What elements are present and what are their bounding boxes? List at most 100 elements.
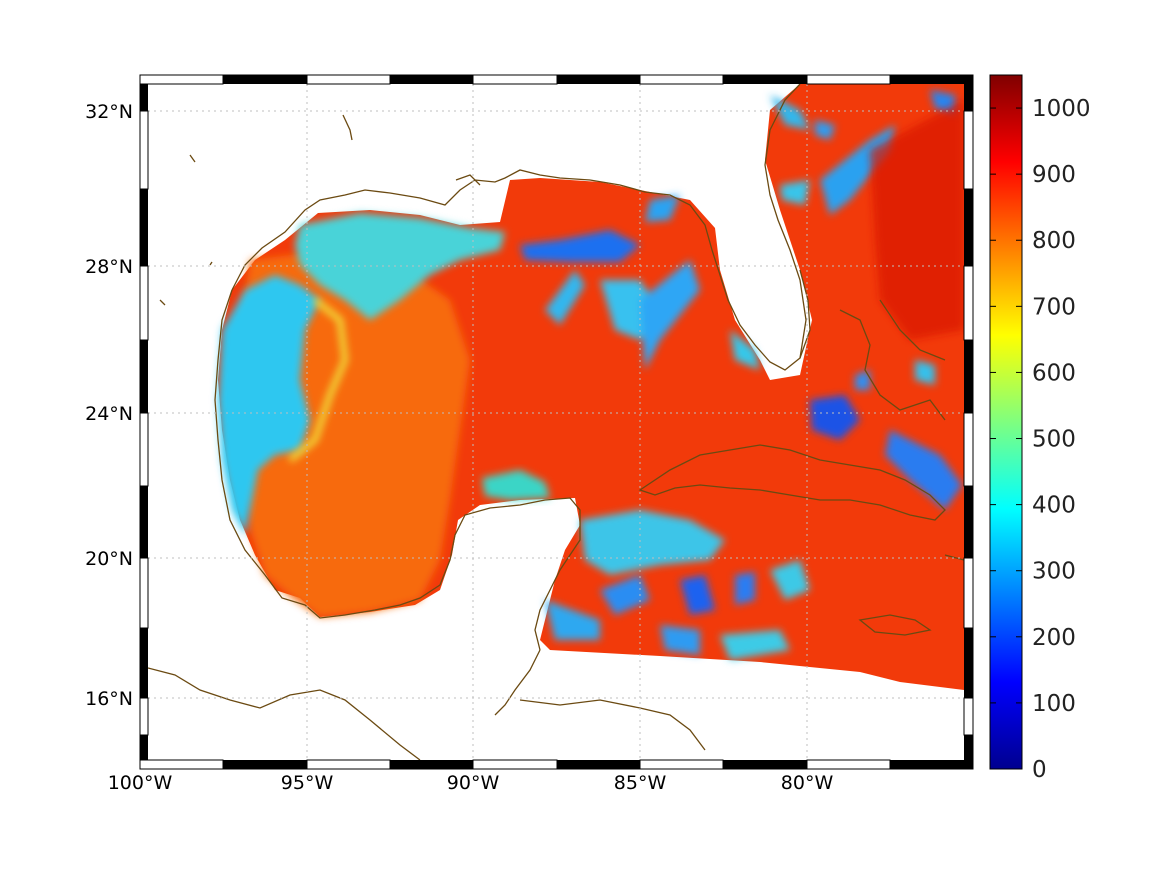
colorbar-tick-label: 400 (1032, 493, 1076, 519)
coastline-florida-east (799, 269, 811, 359)
frame-top-segment (557, 75, 640, 84)
frame-left-segment (139, 697, 149, 736)
colorbar-tick-label: 600 (1032, 360, 1076, 386)
frame-bottom-segment (806, 759, 891, 770)
frame-right-segment (964, 486, 973, 558)
eddy (885, 430, 962, 510)
colorbar-tick-label: 200 (1032, 625, 1076, 651)
atlantic-dark-red (870, 100, 964, 340)
frame-left-segment (140, 486, 148, 558)
frame-right-segment (963, 557, 974, 629)
colorbar-tick-label: 900 (1032, 162, 1076, 188)
eddy (735, 572, 755, 605)
frame-bottom-segment (890, 760, 973, 769)
ocean-data-field (218, 84, 964, 690)
lon-label-95w: 95°W (281, 772, 334, 794)
colorbar-tick-label: 300 (1032, 559, 1076, 585)
eddy (580, 510, 725, 575)
colorbar-tick-label: 500 (1032, 427, 1076, 453)
eddy (915, 360, 935, 385)
eddy (815, 120, 835, 140)
eddy (545, 270, 585, 325)
eddy (780, 180, 810, 205)
coastline-cuba (638, 444, 946, 521)
lat-label-24n: 24°N (85, 403, 133, 425)
eddy (770, 95, 810, 130)
gridlines (148, 84, 964, 760)
frame-top-segment (723, 75, 807, 84)
colorbar-tick-label: 0 (1032, 757, 1047, 783)
frame-left-segment (140, 340, 148, 413)
frame-top-segment (139, 74, 224, 85)
eddy (640, 260, 700, 370)
coastline-texas-islands (159, 114, 481, 306)
frame-right-segment (964, 628, 973, 698)
frame-outline (139, 74, 974, 770)
eddy (600, 575, 650, 615)
lat-label-28n: 28°N (85, 256, 133, 278)
lat-label-32n: 32°N (85, 101, 133, 123)
colorbar-tick-label: 1000 (1032, 96, 1091, 122)
frame-top-segment (472, 74, 558, 85)
frame-bottom-segment (639, 759, 724, 770)
frame-right-segment (963, 110, 974, 190)
lon-label-100w: 100°W (108, 772, 173, 794)
eddy (680, 575, 715, 615)
frame-right-segment (964, 84, 973, 111)
frame-left-segment (139, 110, 149, 190)
coastline-hispaniola (944, 554, 964, 561)
coastline-yucatan (494, 649, 541, 716)
frame-bottom-segment (139, 759, 224, 770)
frame-left-segment (139, 557, 149, 629)
frame-left-segment (140, 735, 148, 760)
longitude-labels: 100°W 95°W 90°W 85°W 80°W (108, 772, 834, 794)
coastline-central-america (148, 667, 421, 760)
lat-label-20n: 20°N (85, 548, 133, 570)
frame-top-segment (390, 75, 473, 84)
coastline-bahamas (839, 299, 946, 421)
frame-bottom-segment (306, 759, 391, 770)
eddy (645, 195, 680, 222)
lon-label-90w: 90°W (447, 772, 500, 794)
frame-bottom-segment (472, 759, 558, 770)
frame-bottom-segment (723, 760, 807, 769)
frame-right-segment (964, 340, 973, 413)
frame-left-segment (140, 84, 148, 111)
frame-bottom-segment (557, 760, 640, 769)
frame-bottom-segment (223, 760, 307, 769)
eddy (520, 230, 640, 262)
frame-top-segment (639, 74, 724, 85)
colorbar-tick-label: 800 (1032, 228, 1076, 254)
frame-right-segment (963, 412, 974, 487)
frame-left-segment (140, 189, 148, 266)
frame-top-segment (890, 75, 973, 84)
lat-label-16n: 16°N (85, 688, 133, 710)
lon-label-85w: 85°W (614, 772, 667, 794)
coastline-gulf-north (231, 84, 807, 371)
western-shelf-cyan (218, 275, 320, 535)
map-frame (139, 74, 974, 770)
shelf-yellow-edge (288, 297, 349, 463)
frame-left-segment (139, 265, 149, 341)
frame-right-segment (963, 265, 974, 341)
eddy (770, 560, 810, 600)
colorbar-ticks: 0 100 200 300 400 500 600 700 800 900 1000 (990, 96, 1091, 783)
frame-right-segment (964, 735, 973, 760)
frame-right-segment (964, 189, 973, 266)
frame-right-segment (963, 697, 974, 736)
lon-label-80w: 80°W (781, 772, 834, 794)
colorbar-tick-label: 100 (1032, 691, 1076, 717)
campeche-bank-cyan (482, 470, 550, 500)
eddy (545, 600, 600, 640)
colorbar-gradient (989, 74, 1023, 770)
colorbar: 0 100 200 300 400 500 600 700 800 900 1000 (989, 74, 1091, 783)
coastline-layer (148, 84, 964, 760)
frame-left-segment (140, 628, 148, 698)
coastline-jamaica (858, 614, 932, 636)
frame-left-segment (139, 412, 149, 487)
frame-top-segment (306, 74, 391, 85)
eddy (730, 330, 760, 370)
eddy (660, 625, 700, 655)
frame-top-segment (223, 75, 307, 84)
